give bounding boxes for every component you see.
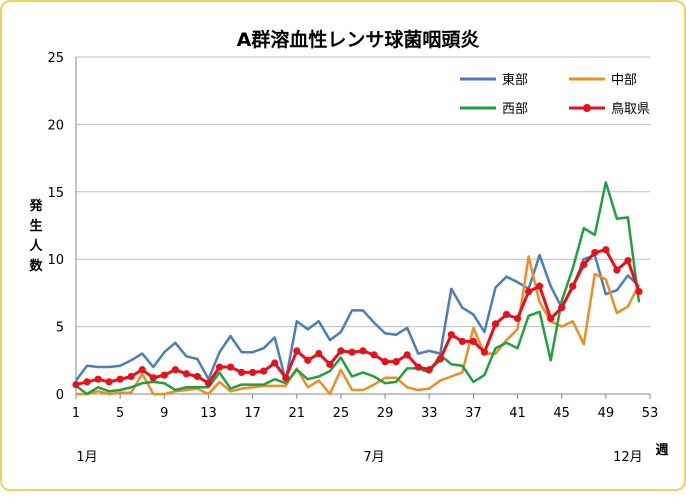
data-point: [260, 367, 268, 375]
y-tick-label: 0: [56, 388, 64, 403]
legend-label: 中部: [611, 73, 637, 88]
data-point: [370, 351, 378, 359]
x-axis-label: 週: [655, 443, 668, 458]
month-label: 7月: [363, 450, 384, 465]
x-tick-label: 13: [200, 406, 217, 421]
y-tick-labels: 0 5 10 15 20 25: [47, 51, 64, 403]
data-point: [392, 358, 400, 366]
data-point: [458, 337, 466, 346]
series-line: [75, 181, 641, 396]
data-point: [359, 347, 367, 355]
y-tick-label: 15: [47, 186, 64, 201]
data-point: [204, 379, 213, 387]
plot-area: [72, 181, 643, 396]
legend-marker: [583, 104, 591, 112]
data-point: [83, 378, 91, 386]
data-point: [149, 374, 157, 382]
data-point: [215, 363, 224, 371]
data-point: [226, 363, 235, 371]
data-point: [524, 287, 533, 296]
data-point: [425, 366, 433, 374]
data-point: [414, 363, 422, 371]
x-tick-label: 1: [72, 406, 80, 421]
data-point: [558, 304, 566, 312]
x-tick-label: 5: [116, 406, 124, 421]
chart-title: A群溶血性レンサ球菌咽頭炎: [237, 28, 480, 51]
data-point: [326, 360, 334, 368]
series-line: [76, 255, 641, 396]
data-point: [436, 355, 444, 363]
data-point: [94, 375, 102, 383]
data-point: [160, 371, 168, 379]
y-tick-label: 10: [47, 253, 64, 268]
data-point: [138, 366, 146, 374]
y-tick-label: 20: [47, 118, 64, 133]
data-point: [337, 347, 345, 355]
data-point: [348, 348, 356, 356]
x-tick-label: 45: [553, 406, 570, 421]
data-point: [116, 375, 124, 383]
data-point: [282, 374, 290, 382]
data-point: [447, 331, 455, 339]
x-tick-label: 37: [465, 406, 482, 421]
legend-label: 西部: [502, 102, 528, 117]
data-point: [193, 372, 202, 381]
data-point: [105, 378, 113, 386]
x-tick-label: 41: [509, 406, 526, 421]
y-axis-label-char: 数: [29, 258, 43, 274]
data-point: [635, 287, 643, 296]
grid-lines: [75, 56, 651, 399]
x-tick-label: 29: [377, 406, 394, 421]
data-point: [536, 282, 544, 290]
y-tick-label: 25: [47, 51, 64, 66]
x-tick-label: 21: [288, 406, 305, 421]
y-axis-label-char: 生: [29, 218, 42, 234]
data-point: [547, 314, 555, 323]
data-point: [591, 248, 599, 257]
data-point: [469, 337, 477, 346]
x-tick-label: 9: [160, 406, 168, 421]
x-tick-label: 25: [333, 406, 350, 421]
data-point: [72, 380, 80, 389]
data-point: [480, 348, 489, 356]
y-axis-label-char: 発: [28, 198, 43, 214]
series-line: [75, 248, 641, 387]
legend-label: 東部: [502, 72, 528, 88]
data-point: [569, 282, 577, 290]
data-point: [580, 260, 588, 269]
month-labels: 1月 7月 12月: [76, 450, 642, 465]
data-point: [304, 356, 312, 364]
x-tick-label: 33: [421, 406, 438, 421]
data-point: [602, 246, 610, 254]
x-tick-label: 17: [244, 406, 261, 421]
series-line: [74, 253, 640, 382]
data-point: [502, 310, 511, 319]
month-label: 12月: [613, 450, 643, 465]
x-tick-labels: 1 5 9 13 17 21 25 29 33 37 41 45 49 53: [72, 406, 658, 421]
month-label: 1月: [76, 450, 97, 465]
x-tick-label: 49: [598, 406, 615, 421]
data-point: [613, 266, 621, 274]
legend-label: 鳥取県: [611, 102, 650, 117]
data-point: [271, 359, 279, 367]
y-tick-label: 5: [56, 321, 64, 336]
data-point: [403, 351, 411, 359]
data-point: [624, 256, 632, 265]
data-point: [491, 320, 500, 328]
data-point: [171, 366, 179, 374]
data-point: [293, 347, 301, 355]
y-axis-label-char: 人: [29, 238, 43, 254]
x-tick-label: 53: [642, 406, 659, 421]
data-point: [249, 368, 257, 377]
data-point: [315, 349, 323, 358]
data-point: [182, 370, 190, 378]
data-point: [237, 368, 246, 377]
data-point: [381, 358, 389, 366]
data-point: [513, 314, 522, 323]
data-point: [127, 372, 135, 381]
